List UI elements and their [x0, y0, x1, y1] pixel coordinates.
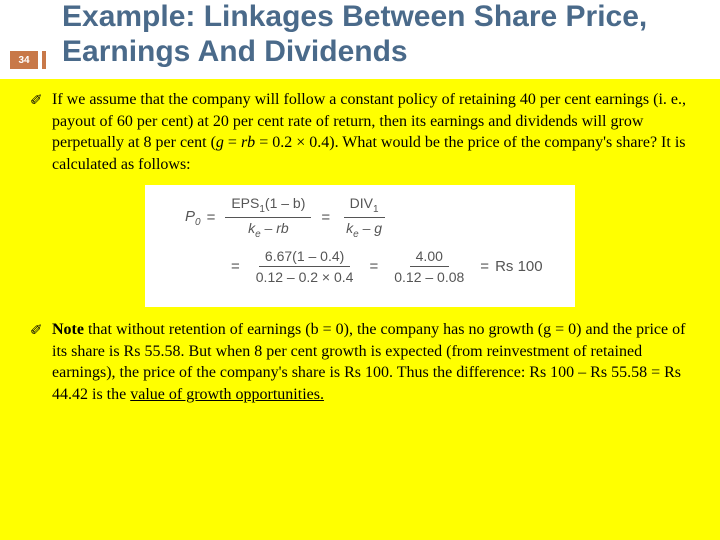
slide-number-badge: 34 [10, 51, 38, 69]
bullet-text: Note that without retention of earnings … [52, 319, 690, 405]
accent-line [42, 51, 46, 69]
formula-block: P0 = EPS1(1 – b) ke – rb = DIV1 ke – g =… [145, 185, 575, 307]
content-area: ✐ If we assume that the company will fol… [0, 79, 720, 405]
bullet-icon: ✐ [30, 89, 52, 175]
formula-fraction: 6.67(1 – 0.4) 0.12 – 0.2 × 0.4 [250, 248, 360, 285]
slide-title: Example: Linkages Between Share Price, E… [0, 0, 720, 71]
bullet-item: ✐ If we assume that the company will fol… [30, 89, 690, 175]
equals-sign: = [480, 258, 489, 275]
formula-lhs: P0 [185, 208, 201, 228]
equals-sign: = [207, 209, 216, 226]
formula-row-2: = 6.67(1 – 0.4) 0.12 – 0.2 × 0.4 = 4.00 … [145, 248, 575, 285]
bullet-text: If we assume that the company will follo… [52, 89, 690, 175]
equals-sign: = [321, 209, 330, 226]
header-zone: 34 Example: Linkages Between Share Price… [0, 0, 720, 79]
formula-row-1: P0 = EPS1(1 – b) ke – rb = DIV1 ke – g [145, 195, 575, 240]
formula-fraction: DIV1 ke – g [340, 195, 388, 240]
formula-result: Rs 100 [495, 258, 543, 275]
formula-fraction: 4.00 0.12 – 0.08 [388, 248, 470, 285]
bullet-item: ✐ Note that without retention of earning… [30, 319, 690, 405]
formula-fraction: EPS1(1 – b) ke – rb [225, 195, 311, 240]
equals-sign: = [369, 258, 378, 275]
equals-sign: = [231, 258, 240, 275]
bullet-icon: ✐ [30, 319, 52, 405]
